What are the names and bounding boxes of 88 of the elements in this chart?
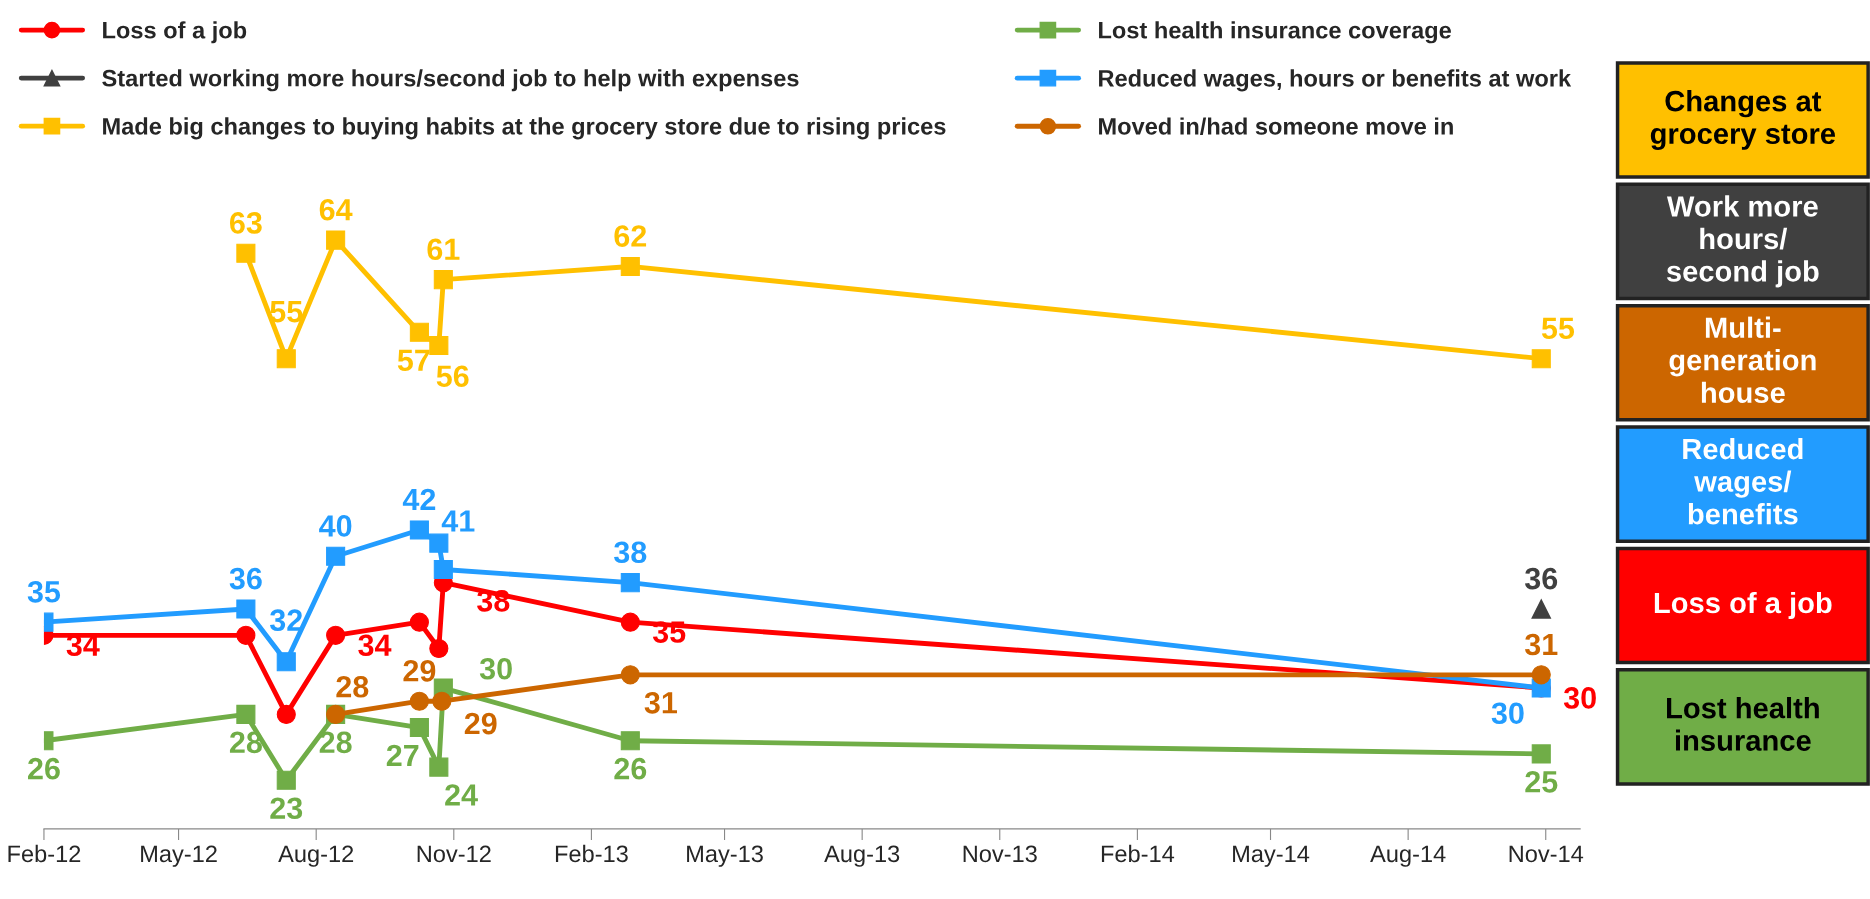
point xyxy=(620,665,640,685)
point xyxy=(620,573,640,593)
x-tick-label: Nov-13 xyxy=(963,845,1037,863)
x-tick-label: Aug-13 xyxy=(824,845,900,867)
data-label: 23 xyxy=(270,797,303,820)
x-tick-label: May-12 xyxy=(141,845,217,867)
x-tick-label: Aug-12 xyxy=(278,845,354,867)
data-label: 64 xyxy=(319,198,353,221)
point xyxy=(276,770,296,790)
point xyxy=(1531,744,1551,764)
data-label: 29 xyxy=(464,712,497,735)
point xyxy=(326,625,346,645)
point xyxy=(326,546,346,566)
data-label: 28 xyxy=(319,731,352,754)
x-tick-label: Nov-12 xyxy=(417,845,491,863)
legend-label: Moved in/had someone move in xyxy=(1099,117,1453,135)
point xyxy=(432,691,452,711)
legend-label: Loss of a job xyxy=(103,21,247,44)
point xyxy=(409,718,429,738)
text: Lost health insurance xyxy=(1667,697,1819,751)
point xyxy=(1531,349,1551,369)
text: Multi- generation house xyxy=(1669,316,1816,404)
data-label: 24 xyxy=(445,784,478,806)
data-label: 35 xyxy=(27,580,61,603)
data-label: 27 xyxy=(386,744,419,767)
x-tick-label: Feb-12 xyxy=(8,844,81,863)
legend-label: Made big changes to buying habits at the grocery store due to rising prices xyxy=(103,117,946,140)
x-tick-label: Feb-13 xyxy=(555,844,628,863)
data-label: 57 xyxy=(397,349,430,372)
data-label: 62 xyxy=(614,225,647,247)
text: Loss of a job xyxy=(1654,591,1832,620)
data-label: 30 xyxy=(1563,687,1596,709)
data-label: 40 xyxy=(319,515,352,537)
point xyxy=(276,704,296,724)
point xyxy=(433,270,453,290)
data-label: 63 xyxy=(230,212,262,234)
data-label: 61 xyxy=(427,238,460,261)
x-tick-label: Feb-14 xyxy=(1101,844,1175,863)
point xyxy=(429,757,449,777)
point xyxy=(236,625,256,645)
data-label: 55 xyxy=(270,301,303,323)
point xyxy=(409,691,429,711)
data-label: 42 xyxy=(402,488,436,511)
data-label: 25 xyxy=(1525,771,1558,793)
point xyxy=(429,335,449,356)
data-label: 31 xyxy=(644,691,677,714)
point xyxy=(620,731,640,751)
point xyxy=(429,638,449,659)
point xyxy=(409,520,429,540)
data-label: 29 xyxy=(403,660,436,682)
text: Work more hours/ second job xyxy=(1666,195,1819,288)
legend-label: Reduced wages, hours or benefits at work xyxy=(1099,69,1572,92)
point xyxy=(236,704,256,724)
text: Reduced wages/ benefits xyxy=(1683,437,1803,525)
data-label: 30 xyxy=(479,657,512,680)
x-tick-label: Nov-14 xyxy=(1509,845,1584,863)
point xyxy=(276,652,296,672)
x-tick-label: May-14 xyxy=(1233,845,1310,867)
point xyxy=(1531,599,1551,619)
data-label: 38 xyxy=(614,541,647,564)
data-label: 41 xyxy=(441,510,475,532)
point xyxy=(236,243,256,263)
text: Changes at grocery store xyxy=(1650,90,1836,150)
data-label: 26 xyxy=(28,757,60,780)
data-label: 34 xyxy=(358,634,392,657)
legend-label: Lost health insurance coverage xyxy=(1099,21,1451,44)
data-label: 31 xyxy=(1524,633,1558,656)
point xyxy=(620,256,640,276)
point xyxy=(433,559,453,580)
data-label: 55 xyxy=(1541,317,1575,340)
point xyxy=(429,533,449,553)
data-label: 30 xyxy=(1491,702,1524,725)
point xyxy=(276,349,296,369)
x-tick-label: May-13 xyxy=(687,845,763,867)
point xyxy=(236,599,256,619)
point xyxy=(1531,665,1551,685)
data-label: 28 xyxy=(336,675,369,698)
data-label: 56 xyxy=(436,365,469,388)
point xyxy=(620,612,640,632)
data-label: 36 xyxy=(1524,567,1558,590)
x-tick-label: Aug-14 xyxy=(1370,845,1446,867)
data-label: 32 xyxy=(269,609,303,632)
legend-label: Started working more hours/second job to help with expenses xyxy=(102,69,799,92)
point xyxy=(326,230,346,250)
data-label: 36 xyxy=(229,567,262,590)
data-label: 26 xyxy=(614,757,647,780)
point xyxy=(409,322,429,342)
point xyxy=(409,612,429,632)
